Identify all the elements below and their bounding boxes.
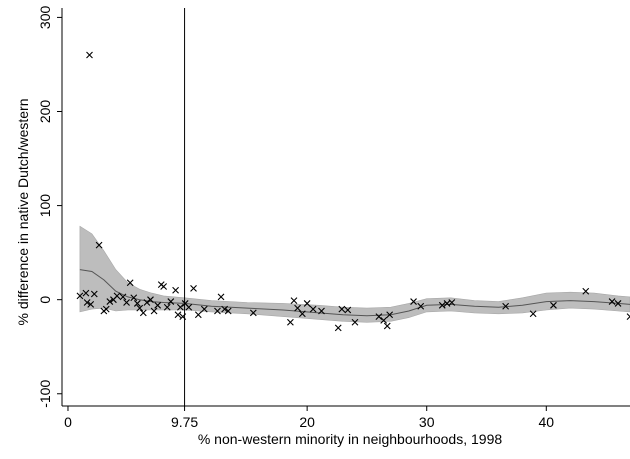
data-point-56 (410, 298, 417, 305)
data-point-24 (160, 283, 168, 290)
data-point-26 (167, 298, 175, 305)
data-point-6 (83, 299, 91, 306)
data-point-8 (102, 305, 110, 313)
data-point-47 (318, 307, 325, 315)
data-point-21 (150, 307, 158, 315)
data-point-42 (290, 297, 298, 305)
x-tick-label-0: 0 (64, 414, 72, 430)
data-point-12 (119, 293, 127, 301)
data-point-65 (608, 298, 616, 305)
data-point-1 (95, 241, 103, 249)
fit-line (79, 269, 630, 317)
confidence-band (79, 225, 630, 323)
data-point-20 (147, 296, 154, 304)
y-tick-label-2: 100 (37, 194, 53, 218)
data-point-43 (294, 304, 301, 312)
data-point-36 (214, 307, 221, 315)
data-point-39 (224, 307, 232, 315)
data-point-16 (133, 300, 141, 307)
x-axis-label: % non-western minority in neighbourhoods… (198, 431, 503, 447)
data-point-48 (334, 324, 342, 332)
y-tick-label-1: 0 (37, 296, 53, 304)
data-point-37 (217, 293, 225, 301)
data-point-17 (136, 304, 144, 312)
y-tick-label-3: 200 (37, 100, 53, 124)
data-point-46 (309, 305, 317, 313)
data-point-66 (614, 300, 622, 307)
data-point-22 (154, 301, 162, 309)
data-point-25 (163, 303, 171, 311)
data-point-28 (174, 311, 182, 319)
data-point-45 (303, 300, 311, 307)
data-point-54 (383, 322, 391, 330)
data-point-9 (106, 298, 114, 305)
data-point-3 (82, 289, 90, 297)
data-point-32 (185, 303, 193, 311)
data-point-55 (386, 311, 394, 319)
data-point-33 (190, 284, 197, 292)
data-point-0 (86, 51, 93, 59)
data-point-63 (550, 301, 557, 309)
data-point-57 (417, 302, 425, 310)
data-point-50 (344, 306, 352, 314)
data-point-11 (113, 292, 121, 300)
y-axis-label: % difference in native Dutch/western (15, 99, 31, 326)
data-point-27 (172, 286, 179, 294)
data-point-49 (338, 305, 346, 313)
data-point-67 (626, 313, 630, 321)
data-point-4 (90, 290, 98, 298)
data-point-64 (582, 287, 590, 295)
axes-layer: -100 0 100 200 300 0 9.75 20 30 40 (37, 6, 630, 430)
data-point-29 (176, 303, 184, 311)
data-point-38 (221, 305, 229, 313)
confidence-band-layer (79, 225, 630, 323)
x-tick-label-4: 40 (539, 414, 555, 430)
data-point-14 (126, 279, 134, 287)
data-point-15 (130, 294, 138, 302)
data-point-61 (502, 302, 510, 310)
data-point-52 (375, 313, 383, 321)
points-layer (76, 51, 630, 332)
data-point-35 (200, 305, 208, 313)
y-tick-label-0: -100 (37, 380, 53, 408)
data-point-44 (298, 310, 306, 318)
data-point-51 (351, 318, 359, 326)
data-point-13 (123, 299, 130, 306)
data-point-40 (249, 309, 257, 317)
x-tick-label-3: 30 (419, 414, 435, 430)
fit-line-layer (79, 269, 630, 317)
data-point-60 (448, 299, 456, 306)
data-point-58 (438, 301, 446, 309)
data-point-34 (194, 311, 202, 319)
data-point-2 (76, 292, 84, 300)
data-point-53 (380, 316, 388, 324)
data-point-41 (287, 318, 294, 326)
data-point-5 (87, 300, 95, 308)
x-tick-label-2: 20 (299, 414, 315, 430)
y-tick-label-4: 300 (37, 6, 53, 30)
x-tick-label-1: 9.75 (171, 414, 198, 430)
data-point-62 (529, 310, 537, 318)
data-point-18 (139, 309, 147, 317)
